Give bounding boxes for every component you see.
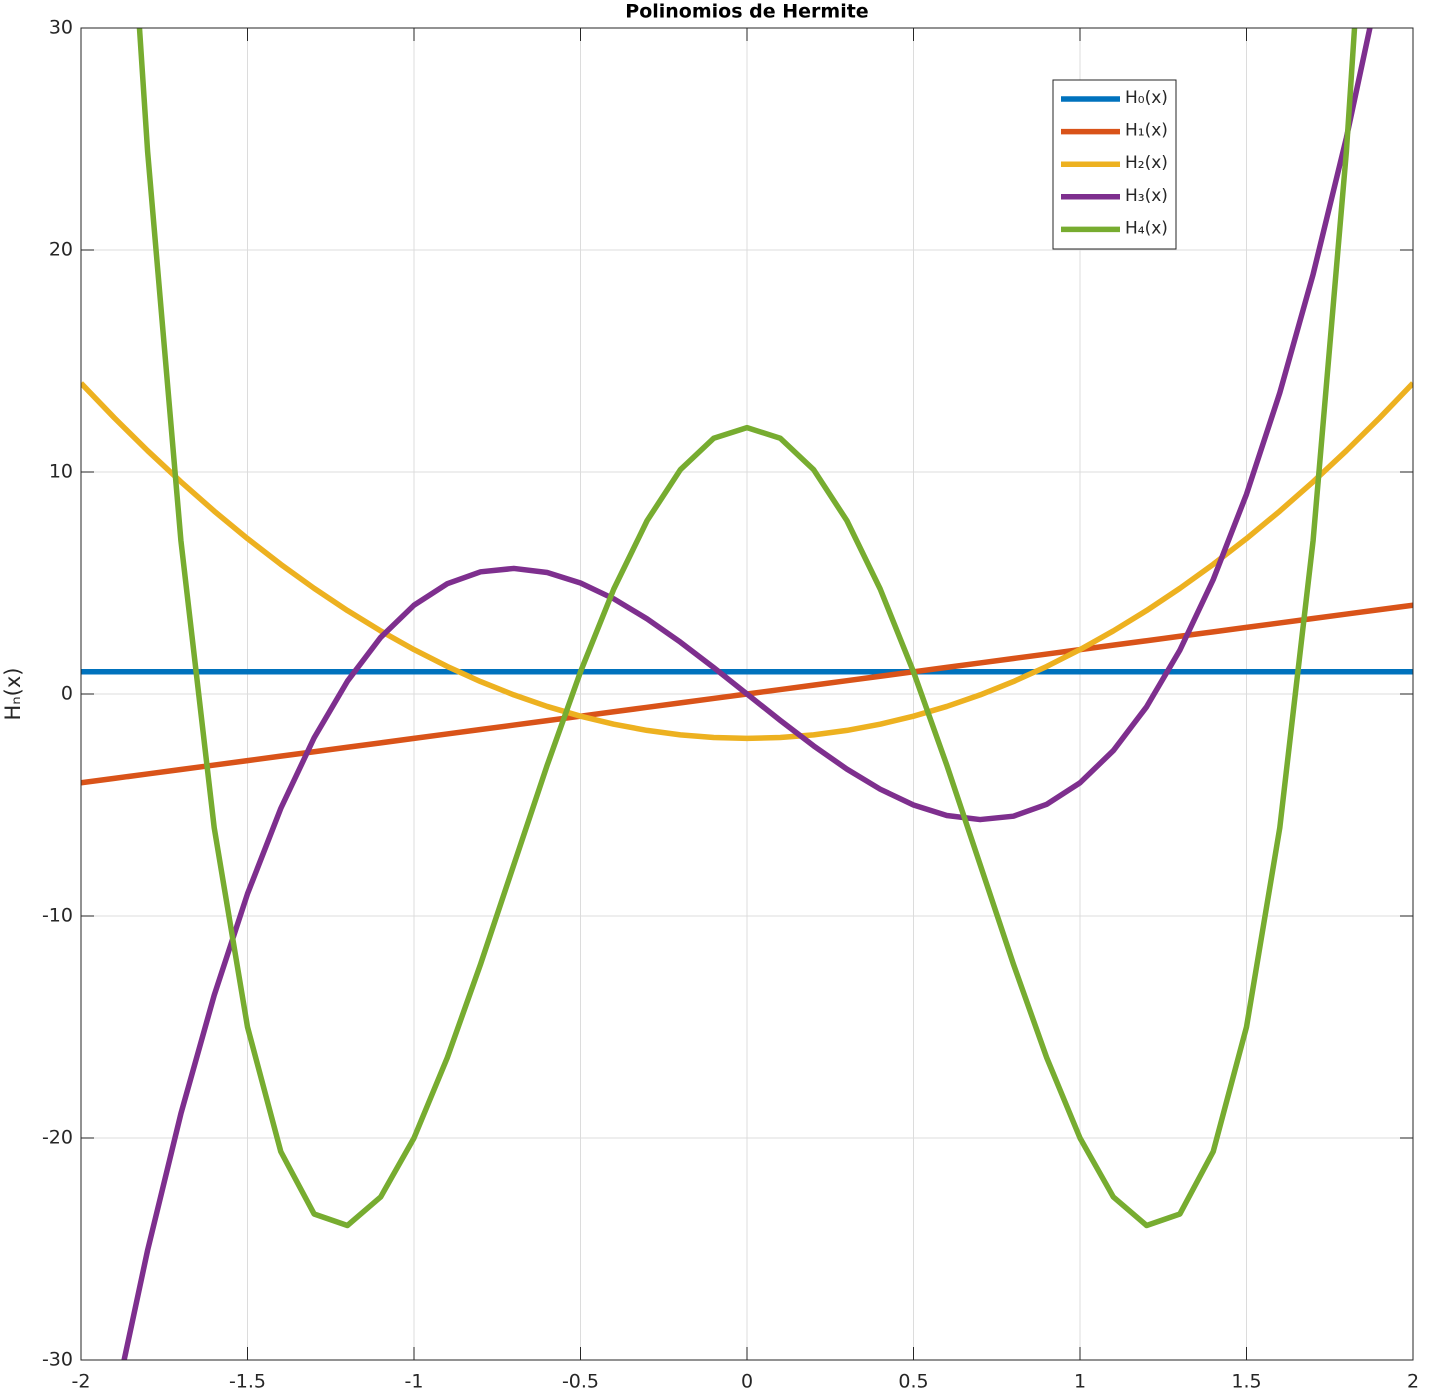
y-tick-label: 10: [49, 461, 73, 483]
x-tick-label: 1.5: [1231, 1371, 1261, 1392]
series-line: [81, 381, 1413, 742]
y-tick-label: 20: [49, 239, 73, 261]
x-tick-label: 1: [1074, 1371, 1086, 1392]
x-tick-label: 2: [1407, 1371, 1419, 1392]
legend-label: H₄(x): [1125, 218, 1168, 238]
axes-box: [80, 27, 1414, 1361]
x-tick-label: -1.5: [229, 1371, 266, 1392]
x-tick-label: -2: [72, 1371, 91, 1392]
legend-label: H₂(x): [1125, 153, 1168, 173]
y-tick-label: -30: [42, 1349, 73, 1371]
y-tick-label: 0: [61, 683, 73, 705]
chart-title: Polinomios de Hermite: [625, 1, 868, 23]
x-tick-label: -0.5: [562, 1371, 599, 1392]
y-tick-label: -10: [42, 905, 73, 927]
x-tick-label: 0: [741, 1371, 753, 1392]
legend-label: H₁(x): [1125, 121, 1168, 141]
series-line: [136, 28, 1358, 1229]
y-axis-label: Hₙ(x): [1, 668, 25, 721]
y-tick-label: -20: [42, 1127, 73, 1149]
x-tick-label: -1: [405, 1371, 424, 1392]
legend-label: H₀(x): [1125, 88, 1168, 108]
y-tick-label: 30: [49, 17, 73, 39]
x-tick-label: 0.5: [898, 1371, 928, 1392]
legend-label: H₃(x): [1125, 186, 1168, 206]
series-line: [121, 28, 1373, 1360]
